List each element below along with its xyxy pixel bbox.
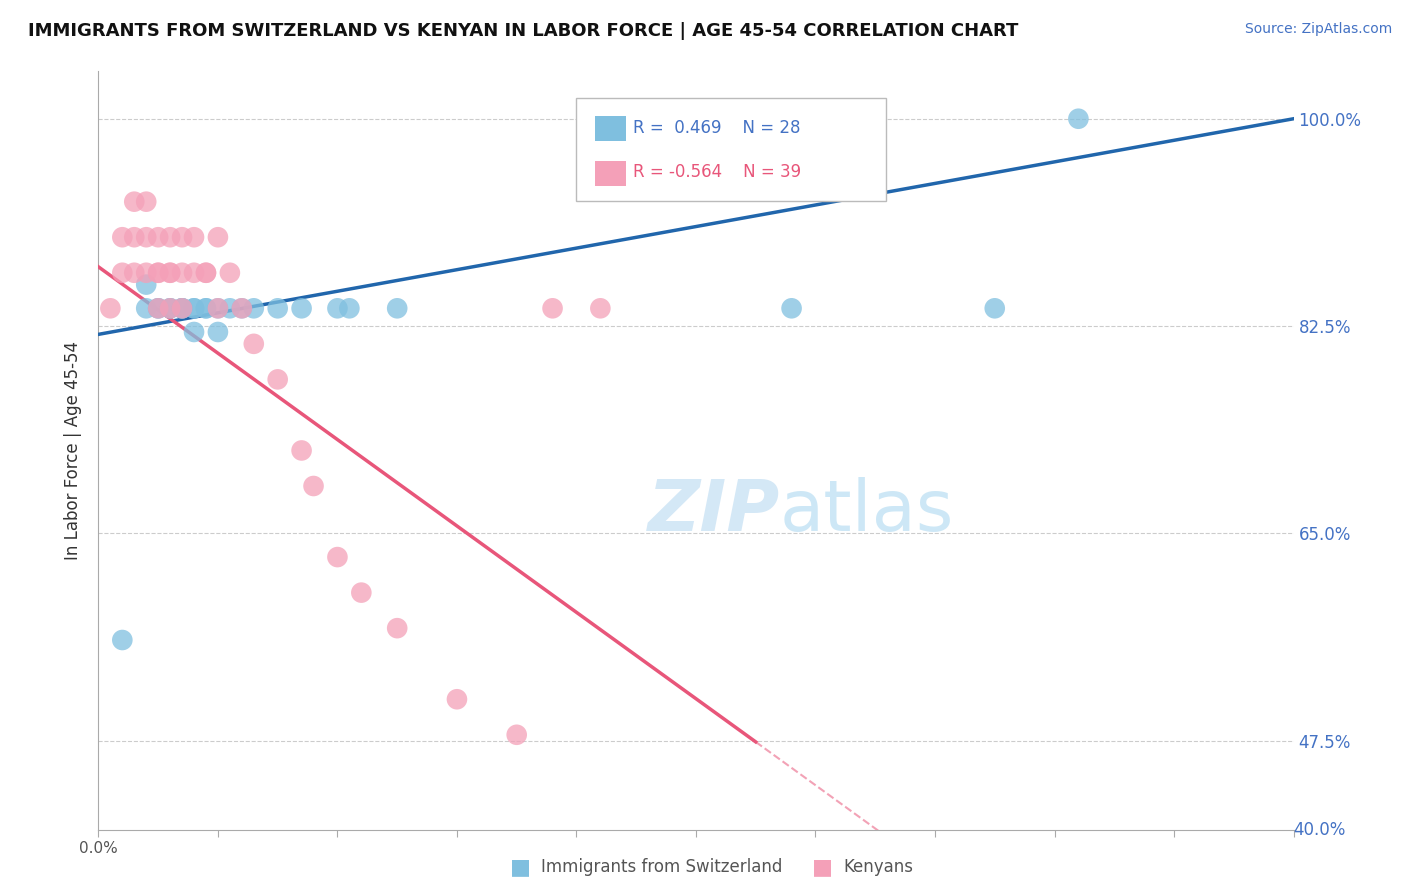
Point (195, 266, 218, 280)
Point (183, 301, 205, 316)
Point (124, 266, 146, 280)
Point (195, 301, 218, 316)
Text: Source: ZipAtlas.com: Source: ZipAtlas.com (1244, 22, 1392, 37)
Text: ■: ■ (813, 857, 832, 877)
Point (135, 230, 157, 244)
Text: 40.0%: 40.0% (1294, 821, 1346, 838)
Point (159, 301, 181, 316)
Point (326, 301, 349, 316)
Point (172, 301, 194, 316)
Point (148, 266, 170, 280)
Point (135, 277, 157, 292)
Point (159, 266, 181, 280)
Point (111, 230, 134, 244)
Point (541, 301, 564, 316)
Text: Immigrants from Switzerland: Immigrants from Switzerland (541, 858, 783, 876)
Point (207, 301, 229, 316)
Point (148, 230, 170, 244)
Point (148, 301, 170, 316)
Point (159, 266, 181, 280)
Point (124, 194, 146, 209)
Point (302, 479, 325, 493)
Point (183, 230, 205, 244)
Point (326, 550, 349, 565)
Point (135, 266, 157, 280)
Point (339, 301, 361, 316)
Point (231, 301, 253, 316)
Point (243, 301, 266, 316)
Point (135, 194, 157, 209)
Text: ■: ■ (510, 857, 530, 877)
Text: IMMIGRANTS FROM SWITZERLAND VS KENYAN IN LABOR FORCE | AGE 45-54 CORRELATION CHA: IMMIGRANTS FROM SWITZERLAND VS KENYAN IN… (28, 22, 1018, 40)
Point (135, 301, 157, 316)
Point (207, 230, 229, 244)
Point (148, 301, 170, 316)
Point (219, 301, 242, 316)
Y-axis label: In Labor Force | Age 45-54: In Labor Force | Age 45-54 (65, 341, 83, 560)
Point (195, 301, 218, 316)
Point (1067, 112, 1090, 126)
Point (195, 266, 218, 280)
Point (385, 621, 409, 635)
Point (148, 301, 170, 316)
Text: ZIP: ZIP (647, 476, 779, 546)
Text: R = -0.564    N = 39: R = -0.564 N = 39 (633, 163, 801, 181)
Point (984, 301, 1007, 316)
Point (231, 301, 253, 316)
Point (267, 372, 290, 386)
Point (350, 585, 373, 599)
Point (124, 230, 146, 244)
Point (446, 692, 468, 706)
Point (159, 301, 181, 316)
Point (159, 230, 181, 244)
Point (148, 266, 170, 280)
Point (159, 301, 181, 316)
Point (267, 301, 290, 316)
Point (111, 633, 134, 648)
Point (172, 301, 194, 316)
Point (506, 728, 529, 742)
Point (291, 301, 314, 316)
Point (172, 230, 194, 244)
Point (98, 301, 122, 316)
Point (291, 443, 314, 458)
Point (243, 336, 266, 351)
Point (183, 301, 205, 316)
Point (385, 301, 409, 316)
Point (172, 266, 194, 280)
Point (589, 301, 612, 316)
Point (207, 325, 229, 339)
Point (219, 266, 242, 280)
Point (780, 301, 803, 316)
Point (111, 266, 134, 280)
Text: atlas: atlas (779, 476, 955, 546)
Point (172, 301, 194, 316)
Point (183, 325, 205, 339)
Point (183, 266, 205, 280)
Point (172, 301, 194, 316)
Point (207, 301, 229, 316)
Text: Kenyans: Kenyans (844, 858, 914, 876)
Text: R =  0.469    N = 28: R = 0.469 N = 28 (633, 119, 800, 136)
